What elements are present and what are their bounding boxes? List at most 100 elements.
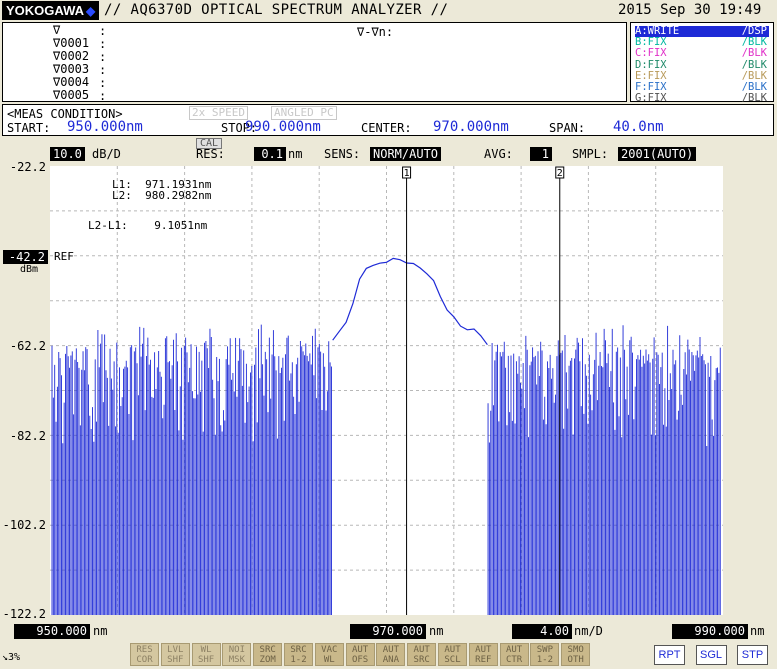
softkey-line: CTR: [505, 655, 523, 665]
softkey-line: REF: [475, 655, 492, 665]
stp-button[interactable]: STP: [737, 645, 768, 665]
ref-level-unit: dBm: [20, 264, 39, 275]
stop-label: STOP:: [221, 121, 258, 135]
app-title: // AQ6370D OPTICAL SPECTRUM ANALYZER //: [104, 2, 449, 18]
trace-label: C:FIX: [635, 47, 667, 60]
softkey-aut-ctr[interactable]: AUT CTR: [499, 643, 529, 666]
trace-mode: /BLK: [741, 58, 767, 71]
softkey-line: AUT: [475, 645, 492, 655]
settings-bar: CAL 10.0 dB/D RES: 0.1 nm SENS: NORM/AUT…: [0, 138, 777, 164]
softkey-aut-ref[interactable]: AUT REF: [468, 643, 498, 666]
trace-row-e[interactable]: E:FIX/BLK: [635, 69, 769, 82]
marker-tag-box: [555, 166, 565, 179]
softkey-aut-ofs[interactable]: AUT OFS: [345, 643, 375, 666]
softkey-vac-wl[interactable]: VAC WL: [314, 643, 344, 666]
smpl-value[interactable]: 2001(AUTO): [618, 147, 697, 161]
softkey-line: 1-2: [290, 655, 307, 665]
start-value: 950.000nm: [67, 119, 143, 135]
softkey-aut-ana[interactable]: AUT ANA: [376, 643, 406, 666]
y-tick-label: -102.2: [2, 518, 46, 532]
x-per-div-unit: nm/D: [574, 624, 603, 638]
softkey-aut-scl[interactable]: AUT SCL: [438, 643, 467, 666]
y-tick-label: -22.2: [9, 160, 46, 174]
res-unit: nm: [288, 147, 303, 161]
softkey-line: RES: [136, 645, 153, 655]
trace-row-c[interactable]: C:FIX/BLK: [635, 48, 769, 59]
date-time: 2015 Sep 30 19:49: [618, 2, 762, 18]
softkey-res-cor[interactable]: RES COR: [130, 643, 159, 666]
softkey-line: SHF: [197, 655, 215, 665]
softkey-src-1-2[interactable]: SRC 1-2: [284, 643, 313, 666]
softkey-swp-1-2[interactable]: SWP 1-2: [530, 643, 560, 666]
span-label: SPAN:: [549, 121, 586, 135]
rpt-button[interactable]: RPT: [654, 645, 685, 665]
marker-delta-readout: L2-L1: 9.1051nm: [88, 219, 208, 232]
y-tick-label: -82.2: [9, 429, 46, 443]
scale-unit: dB/D: [92, 147, 121, 161]
softkey-line: OFS: [351, 655, 369, 665]
meas-condition-panel: <MEAS CONDITION> 2x SPEED ANGLED PC STAR…: [2, 104, 774, 136]
softkey-lvl-shf[interactable]: LVL SHF: [160, 643, 190, 666]
ref-level-value[interactable]: -42.2: [3, 250, 48, 264]
marker-tag-label: 2: [557, 168, 563, 179]
marker-l1-readout: L1: 971.1931nm: [112, 178, 212, 191]
x-center-value[interactable]: 970.000: [350, 624, 426, 639]
marker-colons: ::::::: [99, 24, 107, 103]
softkey-line: SHF: [167, 655, 184, 665]
trace-label: D:FIX: [635, 58, 667, 71]
trace-mode: /BLK: [741, 36, 767, 49]
meas-heading: <MEAS CONDITION>: [7, 107, 123, 121]
span-value: 40.0nm: [613, 119, 664, 135]
trace-row-b[interactable]: B:FIX/BLK: [635, 37, 769, 48]
center-label: CENTER:: [361, 121, 412, 135]
softkey-line: MSK: [228, 655, 246, 665]
res-value[interactable]: 0.1: [254, 147, 286, 161]
softkey-src-zom[interactable]: SRC ZOM: [253, 643, 283, 666]
softkey-line: SWP: [536, 645, 554, 655]
trace-row-d[interactable]: D:FIX/BLK: [635, 58, 769, 71]
softkey-line: ANA: [382, 655, 400, 665]
softkey-wl-shf[interactable]: WL SHF: [191, 643, 221, 666]
x-stop-value[interactable]: 990.000: [672, 624, 748, 639]
softkey-line: SRC: [413, 655, 430, 665]
marker-row: ∇0004: [53, 75, 90, 89]
softkey-noi-msk[interactable]: NOI MSK: [222, 643, 252, 666]
trace-mode: /BLK: [741, 69, 767, 82]
trace-label: E:FIX: [635, 69, 667, 82]
spectrum-plot[interactable]: 1 2 REF L1: 971.1931nm L2: 980.2982nm L2-…: [50, 166, 723, 615]
marker-tag-label: 1: [404, 168, 410, 179]
status-indicator: ↘3%: [2, 652, 21, 663]
x-per-div-value[interactable]: 4.00: [512, 624, 572, 639]
trace-row-a[interactable]: A:WRITE/DSP: [635, 26, 769, 37]
softkey-line: SMO: [567, 645, 584, 655]
spectrum-trace-noise: [51, 324, 721, 615]
x-start-value[interactable]: 950.000: [14, 624, 90, 639]
softkey-line: VAC: [321, 645, 338, 655]
sens-value[interactable]: NORM/AUTO: [370, 147, 442, 161]
marker-row: ∇: [53, 23, 61, 37]
softkey-line: SCL: [444, 655, 461, 665]
center-value: 970.000nm: [433, 119, 509, 135]
trace-mode: /BLK: [741, 81, 767, 93]
spectrum-trace-peak: [332, 257, 488, 346]
y-tick-label: -122.2: [2, 607, 46, 621]
trace-mode: /BLK: [741, 92, 767, 105]
smpl-label: SMPL:: [572, 147, 609, 161]
marker-l2-readout: L2: 980.2982nm: [112, 189, 212, 202]
softkey-line: LVL: [167, 645, 184, 655]
trace-status-panel: A:WRITE/DSP B:FIX/BLK C:FIX/BLK D:FIX/BLK E:…: [630, 22, 774, 104]
softkey-smo-oth[interactable]: SMO OTH: [561, 643, 591, 666]
avg-value[interactable]: 1: [530, 147, 552, 161]
sgl-button[interactable]: SGL: [695, 645, 727, 665]
trace-row-g[interactable]: G:FIX/BLK: [635, 93, 769, 104]
brand-logo: YOKOGAWA ◆: [2, 1, 100, 20]
stop-value: 990.000nm: [245, 119, 321, 135]
softkey-aut-src[interactable]: AUT SRC: [407, 643, 437, 666]
softkey-line: AUT: [505, 645, 523, 655]
trace-row-f[interactable]: F:FIX/BLK: [635, 82, 769, 93]
marker-list-panel: ∇ ∇0001 ∇0002 ∇0003 ∇0004 ∇0005 :::::: ∇…: [2, 22, 627, 103]
trace-mode: /BLK: [741, 47, 767, 60]
scale-value[interactable]: 10.0: [50, 147, 85, 161]
marker-row: ∇0001: [53, 36, 90, 50]
softkey-line: 1-2: [536, 655, 554, 665]
